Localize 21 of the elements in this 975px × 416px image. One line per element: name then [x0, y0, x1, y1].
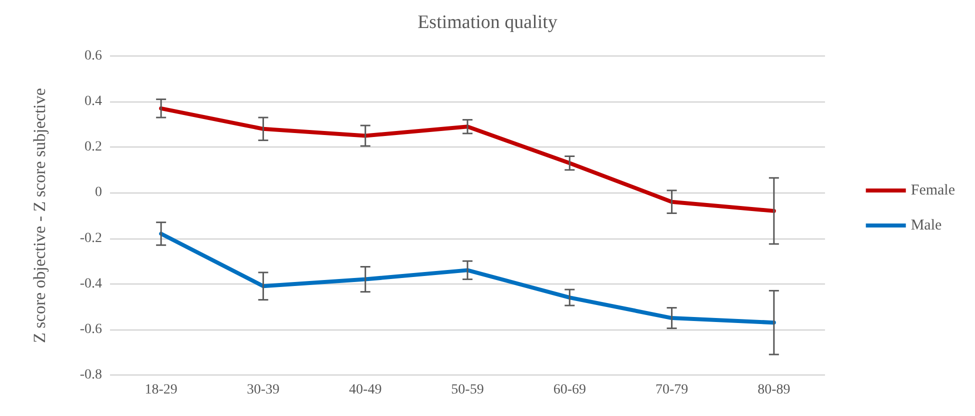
y-tick-label: -0.8	[80, 368, 102, 382]
x-tick-label: 60-69	[553, 382, 586, 398]
x-tick-label: 18-29	[144, 382, 178, 398]
legend-label: Male	[910, 218, 942, 234]
x-tick-label: 50-59	[451, 382, 484, 398]
y-tick-label: 0.4	[84, 94, 102, 110]
line-series	[159, 106, 776, 213]
y-tick-label: -0.2	[80, 230, 102, 246]
x-tick-label: 40-49	[349, 382, 382, 398]
y-tick-label: -0.4	[80, 276, 102, 292]
x-tick-label: 80-89	[758, 382, 790, 398]
line-series	[159, 232, 776, 325]
x-tick-label: 30-39	[246, 382, 280, 398]
y-tick-label: 0	[95, 185, 102, 200]
y-tick-label: 0.2	[84, 140, 102, 155]
y-axis-title: Z score objective - Z score subjective	[30, 88, 49, 343]
y-tick-label: -0.6	[80, 322, 102, 337]
legend-label: Female	[910, 182, 956, 198]
y-tick-label: 0.6	[84, 48, 102, 64]
x-tick-label: 70-79	[655, 382, 688, 398]
chart-title: Estimation quality	[418, 12, 558, 33]
